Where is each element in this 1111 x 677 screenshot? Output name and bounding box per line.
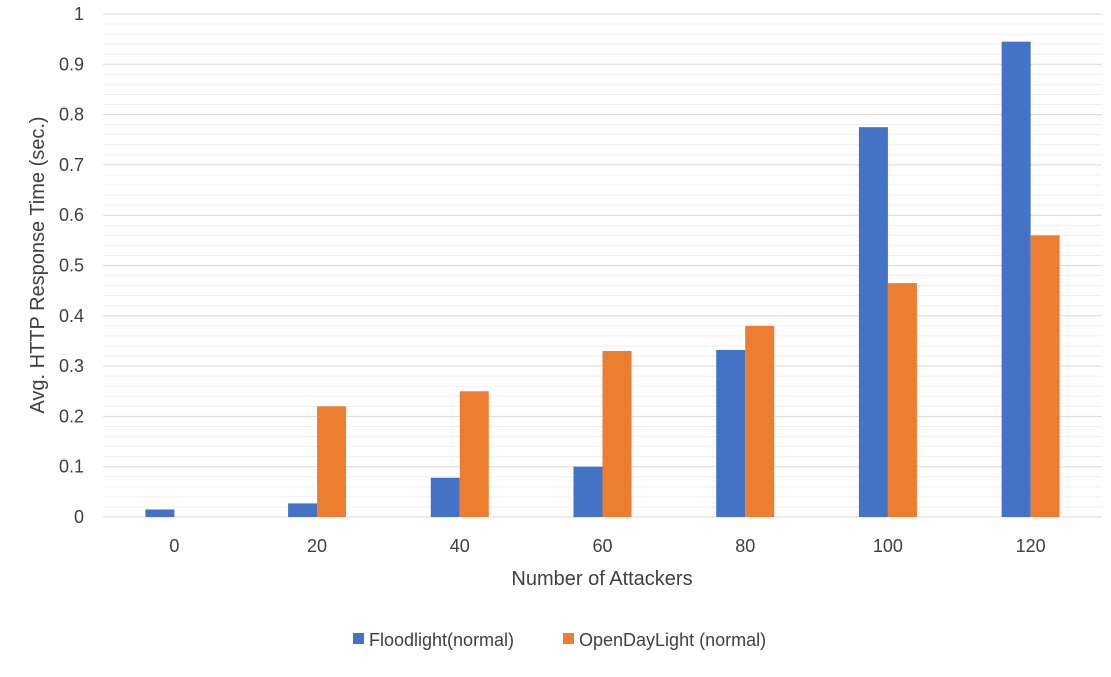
- bar-opendaylight: [317, 406, 347, 517]
- bar-opendaylight: [1030, 235, 1060, 517]
- y-axis-title: Avg. HTTP Response Time (sec.): [27, 116, 49, 413]
- bar-floodlight: [1001, 41, 1031, 517]
- y-tick-label: 0.3: [59, 356, 84, 376]
- y-tick-label: 1: [74, 4, 84, 24]
- legend-label: Floodlight(normal): [369, 630, 514, 650]
- y-tick-label: 0.1: [59, 457, 84, 477]
- bar-floodlight: [716, 350, 746, 517]
- y-tick-label: 0.2: [59, 406, 84, 426]
- y-axis-ticks: 0 0.1 0.2 0.3 0.4 0.5 0.6 0.7 0.8 0.9 1: [59, 4, 84, 527]
- legend-label: OpenDayLight (normal): [579, 630, 766, 650]
- y-tick-label: 0.6: [59, 205, 84, 225]
- x-tick-label: 40: [450, 536, 470, 556]
- x-axis-title: Number of Attackers: [511, 568, 692, 590]
- y-tick-label: 0.7: [59, 155, 84, 175]
- y-tick-label: 0.9: [59, 54, 84, 74]
- bar-opendaylight: [745, 325, 775, 517]
- bar-floodlight: [145, 509, 175, 517]
- y-tick-label: 0.4: [59, 306, 84, 326]
- bar-floodlight: [288, 503, 318, 517]
- x-tick-label: 0: [169, 536, 179, 556]
- bar-floodlight: [858, 127, 888, 518]
- y-tick-label: 0: [74, 507, 84, 527]
- legend-swatch: [353, 633, 364, 644]
- bar-floodlight: [573, 466, 603, 517]
- bars: [145, 41, 1060, 518]
- y-tick-label: 0.5: [59, 256, 84, 276]
- bar-opendaylight: [602, 351, 632, 517]
- x-tick-label: 80: [735, 536, 755, 556]
- bar-floodlight: [430, 477, 460, 517]
- x-tick-label: 60: [592, 536, 612, 556]
- x-tick-label: 120: [1016, 536, 1046, 556]
- y-tick-label: 0.8: [59, 105, 84, 125]
- x-axis-ticks: 0 20 40 60 80 100 120: [169, 536, 1045, 556]
- legend: Floodlight(normal) OpenDayLight (normal): [353, 630, 766, 650]
- legend-swatch: [563, 633, 574, 644]
- x-tick-label: 100: [873, 536, 903, 556]
- x-tick-label: 20: [307, 536, 327, 556]
- bar-opendaylight: [887, 283, 917, 517]
- bar-opendaylight: [459, 391, 489, 517]
